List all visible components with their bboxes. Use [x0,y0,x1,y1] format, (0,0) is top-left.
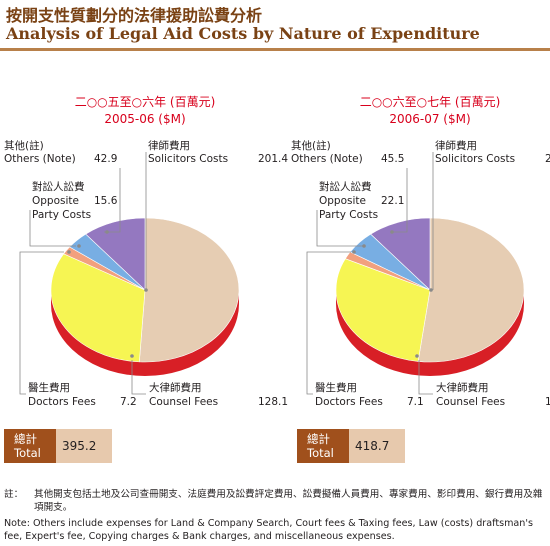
leader-line [104,168,121,233]
slice-label-en: Party Costs [319,209,378,221]
leader-dot [144,288,148,292]
total-value: 395.2 [56,429,112,463]
slice-label-en: Party Costs [32,209,91,221]
leader-line [19,251,64,395]
leader-dot [77,244,81,248]
slice-label-zh: 大律師費用 [436,381,489,394]
leader-line [418,360,433,395]
leader-dot [362,244,366,248]
title-chinese: 按開支性質劃分的法律援助訟費分析 [6,6,263,25]
slice-label-en: Others (Note) [4,153,76,165]
pie-slice-solicitors-costs [417,217,525,363]
total-box-2005: 總計 Total 395.2 [4,429,112,463]
leader-line [391,168,408,233]
note-chinese: 註： 其他開支包括土地及公司查冊開支、法庭費用及訟費評定費用、訟費擬備人員費用、專… [4,489,543,513]
slice-label-en: Counsel Fees [149,396,218,408]
title-english: Analysis of Legal Aid Costs by Nature of… [6,24,480,43]
leader-dot [429,288,433,292]
slice-value: 7.1 [407,396,424,408]
note-english: Note: Others include expenses for Land &… [4,518,534,542]
pie-slice-counsel-fees [335,258,431,362]
slice-label-en: Doctors Fees [315,396,383,408]
slice-label-zh: 對訟人訟費 [319,180,372,193]
leader-dot [415,354,419,358]
total-label: 總計 Total [297,429,349,463]
pie-slice-counsel-fees [50,253,146,363]
slice-label-zh: 律師費用 [148,139,190,152]
slice-label-zh: 其他(註) [291,139,331,152]
slice-value: 15.6 [94,195,118,207]
chart-title-en: 2005-06 ($M) [104,112,185,126]
slice-value: 201.4 [258,153,288,165]
slice-label-en: Solicitors Costs [435,153,515,165]
leader-line [29,210,76,247]
slice-label-zh: 律師費用 [435,139,477,152]
leader-dot [105,230,109,234]
pie-slice-solicitors-costs [138,217,240,363]
slice-label-en: Opposite [32,195,79,207]
chart-title-zh: 二○○五至○六年 (百萬元) [75,95,216,109]
slice-value: 128.1 [258,396,288,408]
slice-value: 42.9 [94,153,117,165]
slice-label-en: Counsel Fees [436,396,505,408]
slice-label-zh: 其他(註) [4,139,44,152]
total-box-2006: 總計 Total 418.7 [297,429,405,463]
footnotes: 註： 其他開支包括土地及公司查冊開支、法庭費用及訟費評定費用、訟費擬備人員費用、專… [4,488,548,543]
slice-label-en: Others (Note) [291,153,363,165]
slice-value: 22.1 [381,195,404,207]
slice-label-en: Opposite [319,195,366,207]
total-value: 418.7 [349,429,405,463]
leader-line [131,360,146,395]
slice-label-zh: 醫生費用 [28,381,70,394]
chart-title-en: 2006-07 ($M) [389,112,470,126]
slice-label-en: Doctors Fees [28,396,96,408]
leader-dot [390,230,394,234]
leader-line [316,210,363,247]
leader-dot [352,250,356,254]
leader-line [306,251,351,395]
slice-label-zh: 對訟人訟費 [32,180,85,193]
leader-dot [67,250,71,254]
leader-dot [130,354,134,358]
total-label: 總計 Total [4,429,56,463]
slice-value: 217.8 [545,153,550,165]
slice-label-en: Solicitors Costs [148,153,228,165]
chart-title-zh: 二○○六至○七年 (百萬元) [360,95,501,109]
pie-slice-others-note [85,217,146,291]
slice-value: 126.2 [545,396,550,408]
pie-slice-others-note [370,217,431,291]
title-rule [0,48,550,51]
slice-label-zh: 大律師費用 [149,381,202,394]
slice-value: 7.2 [120,396,137,408]
slice-label-zh: 醫生費用 [315,381,357,394]
slice-value: 45.5 [381,153,404,165]
